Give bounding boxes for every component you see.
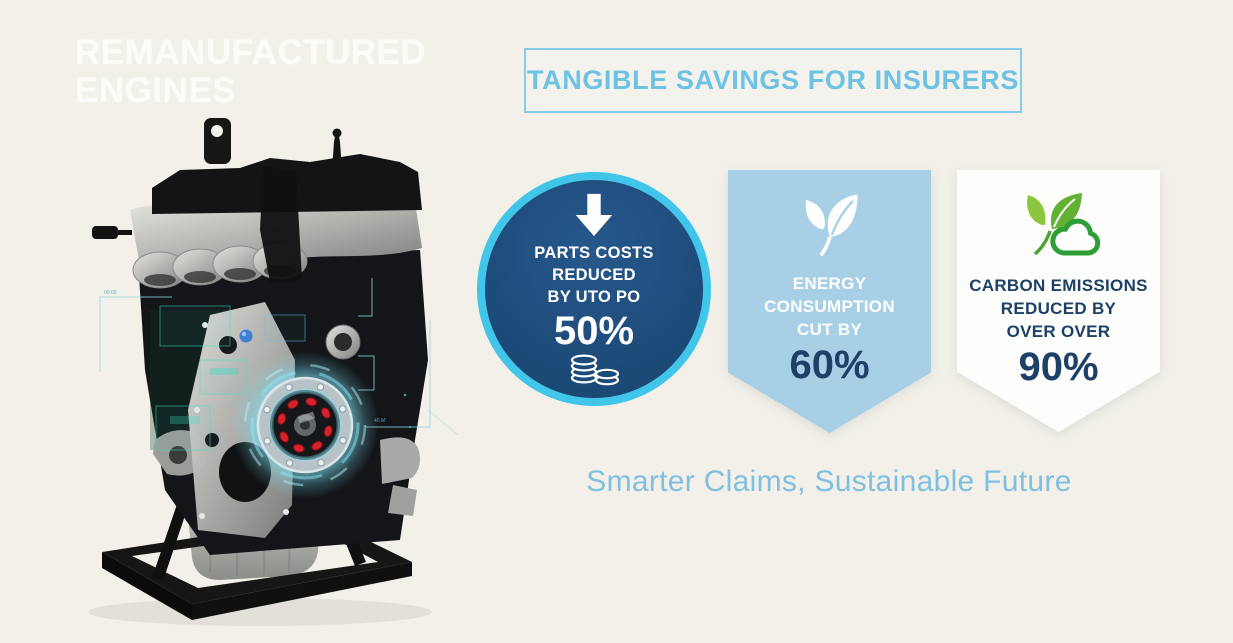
leaf-cloud-icon [1026,193,1100,256]
stat-value: 60% [789,342,870,387]
flywheel-highlight [231,351,379,499]
front-bracket [260,166,302,284]
stat-value: 50% [553,308,635,353]
stat-parts-costs: PARTS COSTS REDUCED BY UTO PO 50% [477,172,711,406]
flywheel-red-bolts [277,397,333,453]
page-title: REMANUFACTURED ENGINES [75,34,426,110]
tagline: Smarter Claims, Sustainable Future [586,465,1072,498]
stat-value: 90% [1018,344,1099,389]
callout-dots [403,393,412,429]
hologram-overlays [155,305,306,451]
stat-label: PARTS COSTS REDUCED BY UTO PO [534,244,654,306]
sensor [92,226,132,239]
arrow-down-icon [575,194,613,237]
engine-illustration: 00 00 40.M [88,118,459,626]
coin-stack-icon [570,354,620,385]
stat-label: ENERGY CONSUMPTION CUT BY [764,274,895,339]
dipstick [332,128,342,170]
callout-label-right: 40.M [374,418,385,424]
banner-title: TANGIBLE SAVINGS FOR INSURERS [527,65,1019,95]
page-title-line1: REMANUFACTURED [75,33,427,72]
stat-carbon-emissions: CARBON EMISSIONS REDUCED BY OVER OVER 90… [957,170,1160,432]
stat-energy-consumption: ENERGY CONSUMPTION CUT BY 60% [728,170,931,433]
engine-right-details [325,324,420,516]
lifting-hook [204,118,231,164]
banner: TANGIBLE SAVINGS FOR INSURERS [524,48,1022,113]
page-title-line2: ENGINES [75,70,237,110]
callout-lines [99,278,459,436]
callout-label-left: 00 00 [104,290,117,296]
stat-label: CARBON EMISSIONS REDUCED BY OVER OVER [969,276,1148,341]
leaf-icon [805,194,858,257]
